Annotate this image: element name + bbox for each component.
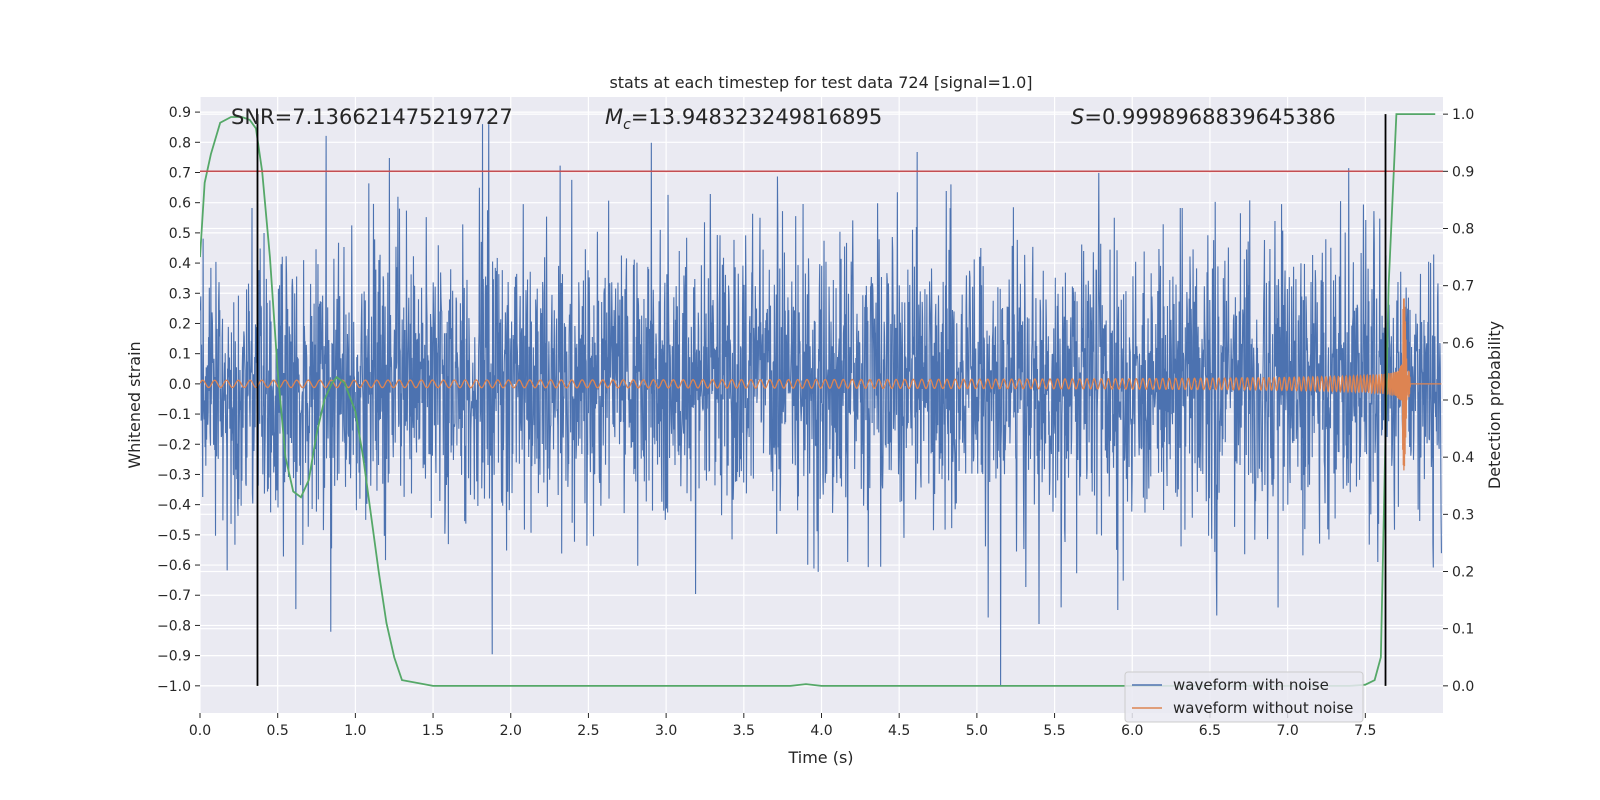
x-tick-label: 6.0 [1121, 723, 1143, 739]
y-axis-right-ticks: 1.0 0.9 0.8 0.7 0.6 0.5 0.4 0.3 0.2 0.1 0.0 [1443, 107, 1474, 695]
x-axis-ticks: 0.0 0.5 1.0 1.5 2.0 2.5 3.0 3.5 4.0 4.5 5.0 5.5 6.0 6… [189, 713, 1376, 739]
y-axis-left-ticks: 0.9 0.8 0.7 0.6 0.5 0.4 0.3 0.2 0.1 0.0 −0.1 −0.2 −0… [157, 105, 200, 695]
legend-label-noise: waveform with noise [1173, 676, 1329, 694]
annotation-mc-sub: c [623, 117, 631, 133]
annotation-s: S=0.9998968839645386 [1071, 105, 1336, 129]
legend-box [1124, 671, 1364, 723]
y-tick-label-left: −0.5 [157, 528, 191, 544]
x-tick-label: 5.0 [966, 723, 988, 739]
annotation-s-value: =0.9998968839645386 [1084, 105, 1335, 129]
annotation-chirp-mass: Mc=13.948323249816895 [605, 105, 882, 133]
annotation-mc-symbol: M [605, 105, 623, 129]
clean-waveform-path [200, 298, 1442, 471]
y-tick-label-left: −0.8 [157, 618, 191, 634]
y-tick-label-left: 0.3 [169, 286, 191, 302]
y-tick-label-right: 0.0 [1452, 679, 1474, 695]
y-tick-label-right: 0.4 [1452, 450, 1474, 466]
vertical-markers [256, 114, 1387, 686]
y-tick-label-left: 0.4 [169, 256, 191, 272]
annotation-mc-value: =13.948323249816895 [631, 105, 882, 129]
legend: waveform with noise waveform without noi… [1124, 671, 1364, 723]
noise-waveform-path [200, 124, 1442, 686]
y-tick-label-left: −0.3 [157, 467, 191, 483]
y-tick-label-left: 0.5 [169, 226, 191, 242]
x-tick-label: 1.0 [344, 723, 366, 739]
y-tick-label-left: 0.8 [169, 135, 191, 151]
y-tick-label-left: −0.1 [157, 407, 191, 423]
y-tick-label-right: 0.3 [1452, 507, 1474, 523]
y-tick-label-left: −0.2 [157, 437, 191, 453]
y-tick-label-left: 0.2 [169, 316, 191, 332]
x-tick-label: 3.0 [655, 723, 677, 739]
annotation-snr: SNR=7.136621475219727 [231, 105, 513, 129]
y-tick-label-right: 1.0 [1452, 107, 1474, 123]
y-tick-label-right: 0.2 [1452, 565, 1474, 581]
x-tick-label: 7.0 [1276, 723, 1298, 739]
y-tick-label-left: 0.1 [169, 347, 191, 363]
series-waveform-with-noise [200, 124, 1442, 686]
y-tick-label-left: 0.0 [169, 377, 191, 393]
annotation-s-symbol: S [1071, 105, 1084, 129]
x-axis-label: Time (s) [787, 748, 853, 767]
x-tick-label: 4.5 [888, 723, 910, 739]
chart-title: stats at each timestep for test data 724… [609, 73, 1032, 92]
y-tick-label-right: 0.7 [1452, 279, 1474, 295]
x-tick-label: 2.0 [500, 723, 522, 739]
x-tick-label: 0.0 [189, 723, 211, 739]
y-tick-label-right: 0.1 [1452, 622, 1474, 638]
y-axis-right-label: Detection probability [1485, 321, 1504, 489]
y-tick-label-left: −0.4 [157, 498, 191, 514]
y-tick-label-left: −1.0 [157, 679, 191, 695]
y-tick-label-left: −0.6 [157, 558, 191, 574]
x-tick-label: 2.5 [577, 723, 599, 739]
legend-label-clean: waveform without noise [1173, 699, 1353, 717]
y-tick-label-left: −0.7 [157, 588, 191, 604]
y-tick-label-left: 0.7 [169, 165, 191, 181]
x-tick-label: 6.5 [1199, 723, 1221, 739]
y-tick-label-right: 0.8 [1452, 221, 1474, 237]
x-tick-label: 7.5 [1354, 723, 1376, 739]
y-tick-label-left: 0.6 [169, 196, 191, 212]
y-tick-label-right: 0.9 [1452, 164, 1474, 180]
series-waveform-without-noise [200, 298, 1442, 471]
y-tick-label-left: −0.9 [157, 649, 191, 665]
y-tick-label-right: 0.5 [1452, 393, 1474, 409]
x-tick-label: 4.0 [810, 723, 832, 739]
y-tick-label-right: 0.6 [1452, 336, 1474, 352]
x-tick-label: 0.5 [267, 723, 289, 739]
x-tick-label: 3.5 [733, 723, 755, 739]
y-tick-label-left: 0.9 [169, 105, 191, 121]
y-axis-left-label: Whitened strain [125, 341, 144, 468]
x-tick-label: 5.5 [1043, 723, 1065, 739]
x-tick-label: 1.5 [422, 723, 444, 739]
